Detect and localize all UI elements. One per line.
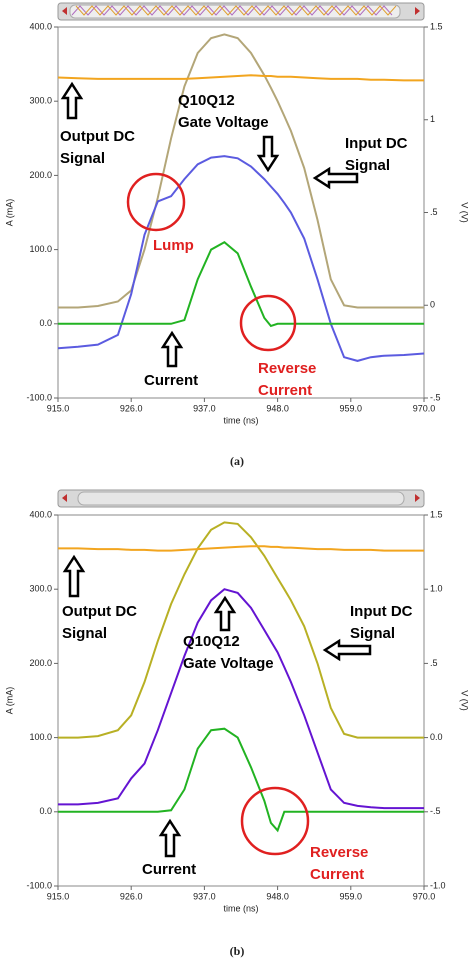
plot-area [57, 26, 425, 399]
arrow [62, 554, 86, 598]
arrow [322, 638, 372, 662]
y-tick-label: 400.0 [29, 21, 52, 31]
x-tick-label: 915.0 [47, 891, 70, 901]
x-tick-label: 948.0 [266, 891, 289, 901]
arrow [256, 135, 280, 173]
y-tick-label: 0.0 [39, 318, 52, 328]
y2-tick-label: 1.5 [430, 509, 443, 519]
annotation: Current [310, 866, 364, 883]
arrow [60, 81, 84, 120]
highlight-circle [240, 786, 310, 856]
x-tick-label: 937.0 [193, 403, 216, 413]
caption: (a) [230, 454, 244, 468]
highlight-circle [126, 172, 186, 232]
annotation: Reverse [310, 844, 368, 861]
arrow [158, 818, 182, 858]
annotation: Gate Voltage [183, 655, 274, 672]
x-tick-label: 970.0 [413, 403, 436, 413]
annotation: Signal [62, 625, 107, 642]
x-axis-label: time (ns) [223, 903, 258, 913]
x-axis-label: time (ns) [223, 415, 258, 425]
caption: (b) [230, 944, 245, 958]
annotation: Reverse [258, 360, 316, 377]
series-line [57, 155, 425, 362]
x-tick-label: 937.0 [193, 891, 216, 901]
y2-tick-label: .5 [430, 207, 438, 217]
annotation: Q10Q12 [183, 633, 240, 650]
arrow [312, 166, 359, 190]
y2-tick-label: .5 [430, 658, 438, 668]
y2-axis-label: V (V) [460, 690, 470, 711]
annotation: Signal [350, 625, 395, 642]
y-tick-label: 400.0 [29, 509, 52, 519]
series-line [58, 727, 424, 833]
y-tick-label: 100.0 [29, 732, 52, 742]
x-tick-label: 959.0 [340, 891, 363, 901]
y-axis-label: A (mA) [4, 687, 14, 715]
annotation: Input DC [350, 603, 413, 620]
y-tick-label: -100.0 [26, 392, 52, 402]
y2-axis-label: V (V) [460, 202, 470, 223]
y-tick-label: 100.0 [29, 244, 52, 254]
x-tick-label: 926.0 [120, 403, 143, 413]
series-line [58, 33, 424, 309]
y-tick-label: 0.0 [39, 806, 52, 816]
scrollbar [57, 489, 425, 508]
y-axis-label: A (mA) [4, 199, 14, 227]
series-line [58, 588, 424, 810]
y2-tick-label: 1.5 [430, 21, 443, 31]
y2-tick-label: 1.0 [430, 584, 443, 594]
scrollbar [57, 2, 425, 21]
annotation: Lump [153, 237, 194, 254]
x-tick-label: 959.0 [340, 403, 363, 413]
y2-tick-label: -.5 [430, 806, 441, 816]
y-tick-label: 300.0 [29, 584, 52, 594]
series-line [57, 74, 424, 82]
y2-tick-label: -1.0 [430, 880, 446, 890]
annotation: Current [144, 372, 198, 389]
x-tick-label: 915.0 [47, 403, 70, 413]
x-tick-label: 948.0 [266, 403, 289, 413]
annotation: Signal [60, 150, 105, 167]
y2-tick-label: 0.0 [430, 732, 443, 742]
annotation: Q10Q12 [178, 92, 235, 109]
y-tick-label: -100.0 [26, 880, 52, 890]
highlight-circle [239, 294, 297, 352]
annotation: Current [258, 382, 312, 399]
annotation: Output DC [62, 603, 137, 620]
annotation: Gate Voltage [178, 114, 269, 131]
plot-area [57, 514, 425, 887]
annotation: Output DC [60, 128, 135, 145]
y-tick-label: 200.0 [29, 658, 52, 668]
arrow [213, 595, 237, 632]
x-tick-label: 926.0 [120, 891, 143, 901]
y2-tick-label: 1 [430, 114, 435, 124]
annotation: Current [142, 861, 196, 878]
arrow [160, 330, 184, 368]
y2-tick-label: -.5 [430, 392, 441, 402]
y-tick-label: 300.0 [29, 96, 52, 106]
x-tick-label: 970.0 [413, 891, 436, 901]
y2-tick-label: 0 [430, 300, 435, 310]
annotation: Input DC [345, 135, 408, 152]
annotation: Signal [345, 157, 390, 174]
y-tick-label: 200.0 [29, 170, 52, 180]
series-line [58, 240, 424, 328]
series-line [58, 545, 424, 552]
